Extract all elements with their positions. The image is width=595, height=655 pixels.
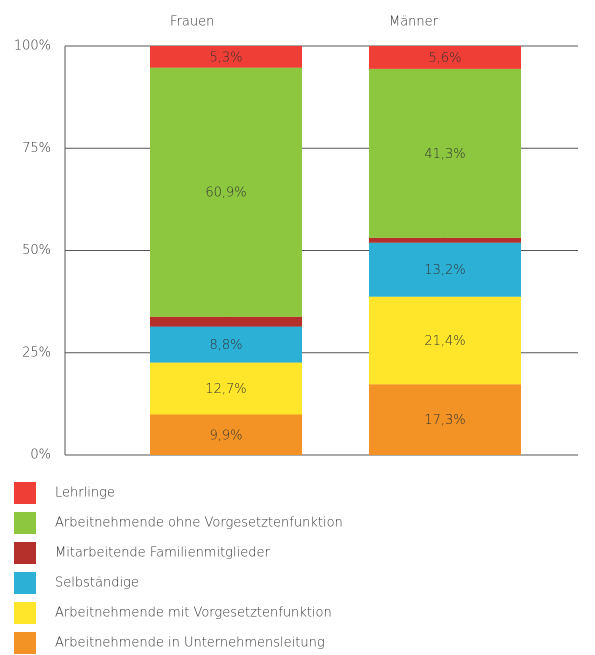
bar-segment [150, 362, 302, 415]
y-tick-label: 100% [14, 39, 51, 54]
legend-swatch [14, 512, 36, 534]
legend-label: Arbeitnehmende ohne Vorgesetztenfunktion [55, 516, 343, 531]
y-tick-label: 50% [22, 243, 51, 258]
legend-swatch [14, 482, 36, 504]
legend-swatch [14, 602, 36, 624]
bar-segment [369, 237, 521, 243]
legend-swatch [14, 632, 36, 654]
bar-segment [369, 296, 521, 385]
data-label: 5,6% [428, 51, 461, 66]
y-tick-label: 75% [22, 141, 51, 156]
y-tick-label: 25% [22, 345, 51, 360]
data-label: 17,3% [424, 413, 465, 428]
category-label: Männer [389, 15, 439, 30]
legend-swatch [14, 572, 36, 594]
legend-label: Arbeitnehmende mit Vorgesetztenfunktion [55, 606, 332, 621]
data-label: 41,3% [424, 147, 465, 162]
legend-label: Selbständige [55, 576, 139, 591]
data-label: 8,8% [209, 338, 242, 353]
legend-swatch [14, 542, 36, 564]
legend-label: Lehrlinge [55, 486, 115, 501]
bar-segment [150, 316, 302, 327]
data-label: 12,7% [205, 382, 246, 397]
legend-label: Arbeitnehmende in Unternehmensleitung [55, 636, 325, 651]
data-label: 60,9% [205, 186, 246, 201]
bar-segment [150, 326, 302, 363]
data-label: 5,3% [209, 50, 242, 65]
bar-segment [150, 414, 302, 455]
legend-label: Mitarbeitende Familienmitglieder [55, 546, 270, 561]
bar-segment [150, 46, 302, 68]
data-label: 13,2% [424, 263, 465, 278]
bar-segment [369, 68, 521, 238]
y-tick-label: 0% [30, 448, 51, 463]
data-label: 9,9% [209, 428, 242, 443]
bar-segment [369, 242, 521, 297]
bar-segment [369, 384, 521, 455]
data-label: 21,4% [424, 334, 465, 349]
bar-segment [150, 67, 302, 317]
bar-segment [369, 46, 521, 69]
category-label: Frauen [170, 15, 214, 30]
